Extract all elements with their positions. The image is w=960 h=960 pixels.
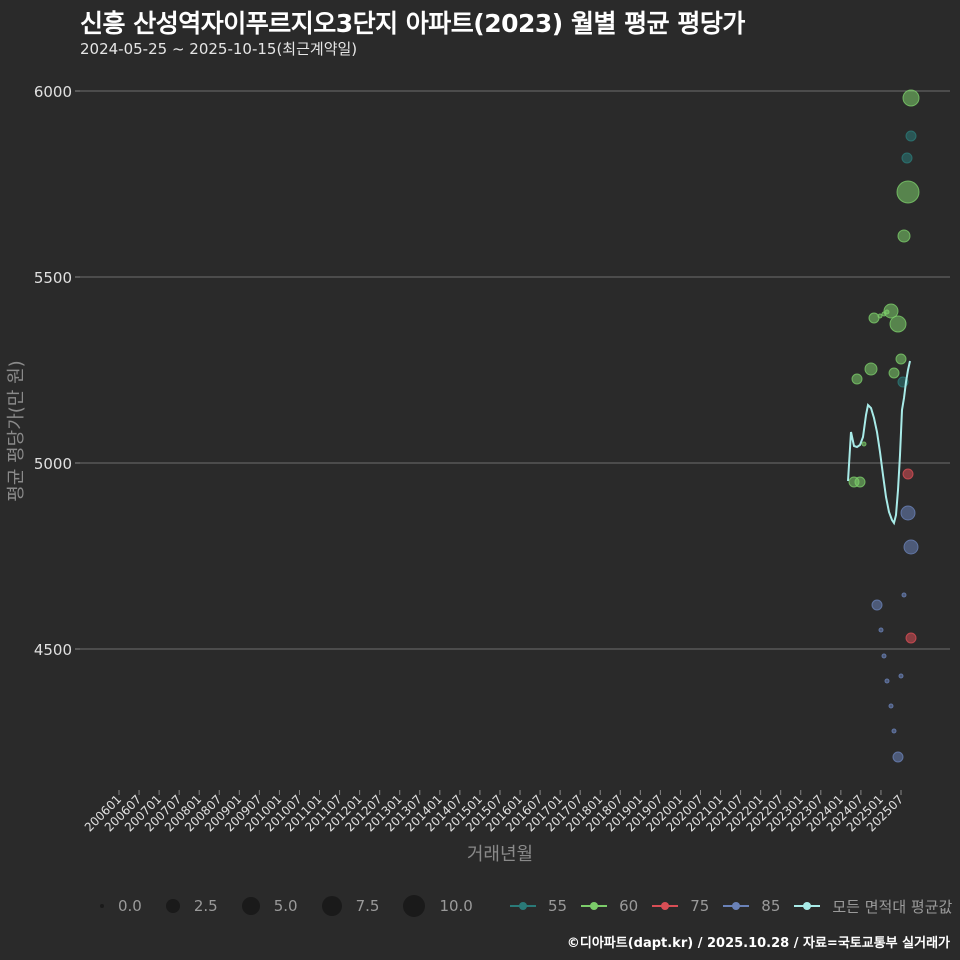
data-point (868, 312, 880, 324)
y-axis-label: 평균 평당가(만 원) (6, 360, 27, 502)
size-legend-label: 5.0 (273, 897, 298, 915)
size-legend-item: 10.0 (403, 895, 473, 917)
size-circle-icon (100, 904, 104, 908)
size-legend-item: 2.5 (165, 897, 218, 915)
data-point (892, 751, 904, 763)
data-point (903, 539, 919, 555)
area-legend-label: 75 (690, 897, 710, 915)
data-point (881, 653, 887, 659)
data-point (891, 728, 897, 734)
y-axis-ticks: 6000 5500 5000 4500 (34, 83, 80, 659)
area-legend: 55 60 75 85 모든 면적대 평균값 (510, 893, 960, 919)
size-legend-label: 10.0 (439, 897, 473, 915)
data-point (905, 632, 917, 644)
data-point (898, 673, 904, 679)
y-tick-label: 5500 (34, 269, 72, 287)
data-point (871, 599, 883, 611)
data-point (883, 303, 899, 319)
data-point (877, 313, 883, 319)
data-point (900, 505, 916, 521)
area-legend-item: 75 (652, 897, 709, 915)
size-circle-icon (165, 899, 180, 913)
line-dot-icon (794, 902, 821, 910)
area-legend-label: 60 (619, 897, 639, 915)
data-bubbles (848, 89, 920, 763)
chart-title: 신흥 산성역자이푸르지오3단지 아파트(2023) 월별 평균 평당가 (80, 9, 745, 38)
data-point (888, 367, 900, 379)
data-point (895, 353, 907, 365)
x-axis-label: 거래년월 (466, 844, 534, 865)
area-legend-item: 60 (581, 897, 638, 915)
size-legend-label: 2.5 (193, 897, 218, 915)
data-point (905, 130, 917, 142)
x-axis-ticks: 2006012006072007012007072008012008072009… (82, 790, 906, 835)
data-point (902, 468, 914, 480)
data-point (901, 592, 907, 598)
data-point (864, 362, 878, 376)
line-dot-icon (510, 902, 536, 910)
data-point (897, 229, 911, 243)
chart-subtitle: 2024-05-25 ~ 2025-10-15(최근계약일) (80, 40, 358, 58)
area-legend-item: 85 (723, 897, 780, 915)
area-legend-label: 모든 면적대 평균값 (832, 897, 953, 916)
size-circle-icon (241, 897, 260, 915)
average-line (847, 360, 911, 526)
y-tick-label: 4500 (34, 641, 72, 659)
y-gridlines (80, 90, 950, 650)
data-point (902, 89, 920, 107)
size-legend-item: 7.5 (321, 896, 380, 916)
size-legend-item: 0.0 (100, 897, 142, 915)
footer-credit: ©디아파트(dapt.kr) / 2025.10.28 / 자료=국토교통부 실… (566, 936, 950, 951)
size-legend-item: 5.0 (241, 897, 298, 915)
area-legend-label: 85 (761, 897, 781, 915)
size-circle-icon (321, 896, 342, 916)
data-point (888, 703, 894, 709)
size-legend-label: 7.5 (355, 897, 380, 915)
line-dot-icon (723, 902, 750, 910)
size-circle-icon (403, 895, 426, 917)
data-point (854, 476, 866, 488)
data-point (901, 152, 913, 164)
size-legend: 0.0 2.5 5.0 7.5 10.0 (100, 893, 497, 919)
y-tick-label: 6000 (34, 83, 72, 101)
line-dot-icon (581, 902, 608, 910)
area-legend-item: 모든 면적대 평균값 (794, 896, 952, 917)
area-legend-item: 55 (510, 897, 567, 915)
data-point (851, 373, 863, 385)
data-point (884, 678, 890, 684)
size-legend-label: 0.0 (118, 897, 142, 915)
data-point (878, 627, 884, 633)
data-point (861, 441, 867, 447)
y-tick-label: 5000 (34, 455, 72, 473)
data-point (889, 315, 907, 333)
data-point (896, 180, 920, 204)
area-legend-label: 55 (548, 897, 568, 915)
line-dot-icon (652, 902, 679, 910)
